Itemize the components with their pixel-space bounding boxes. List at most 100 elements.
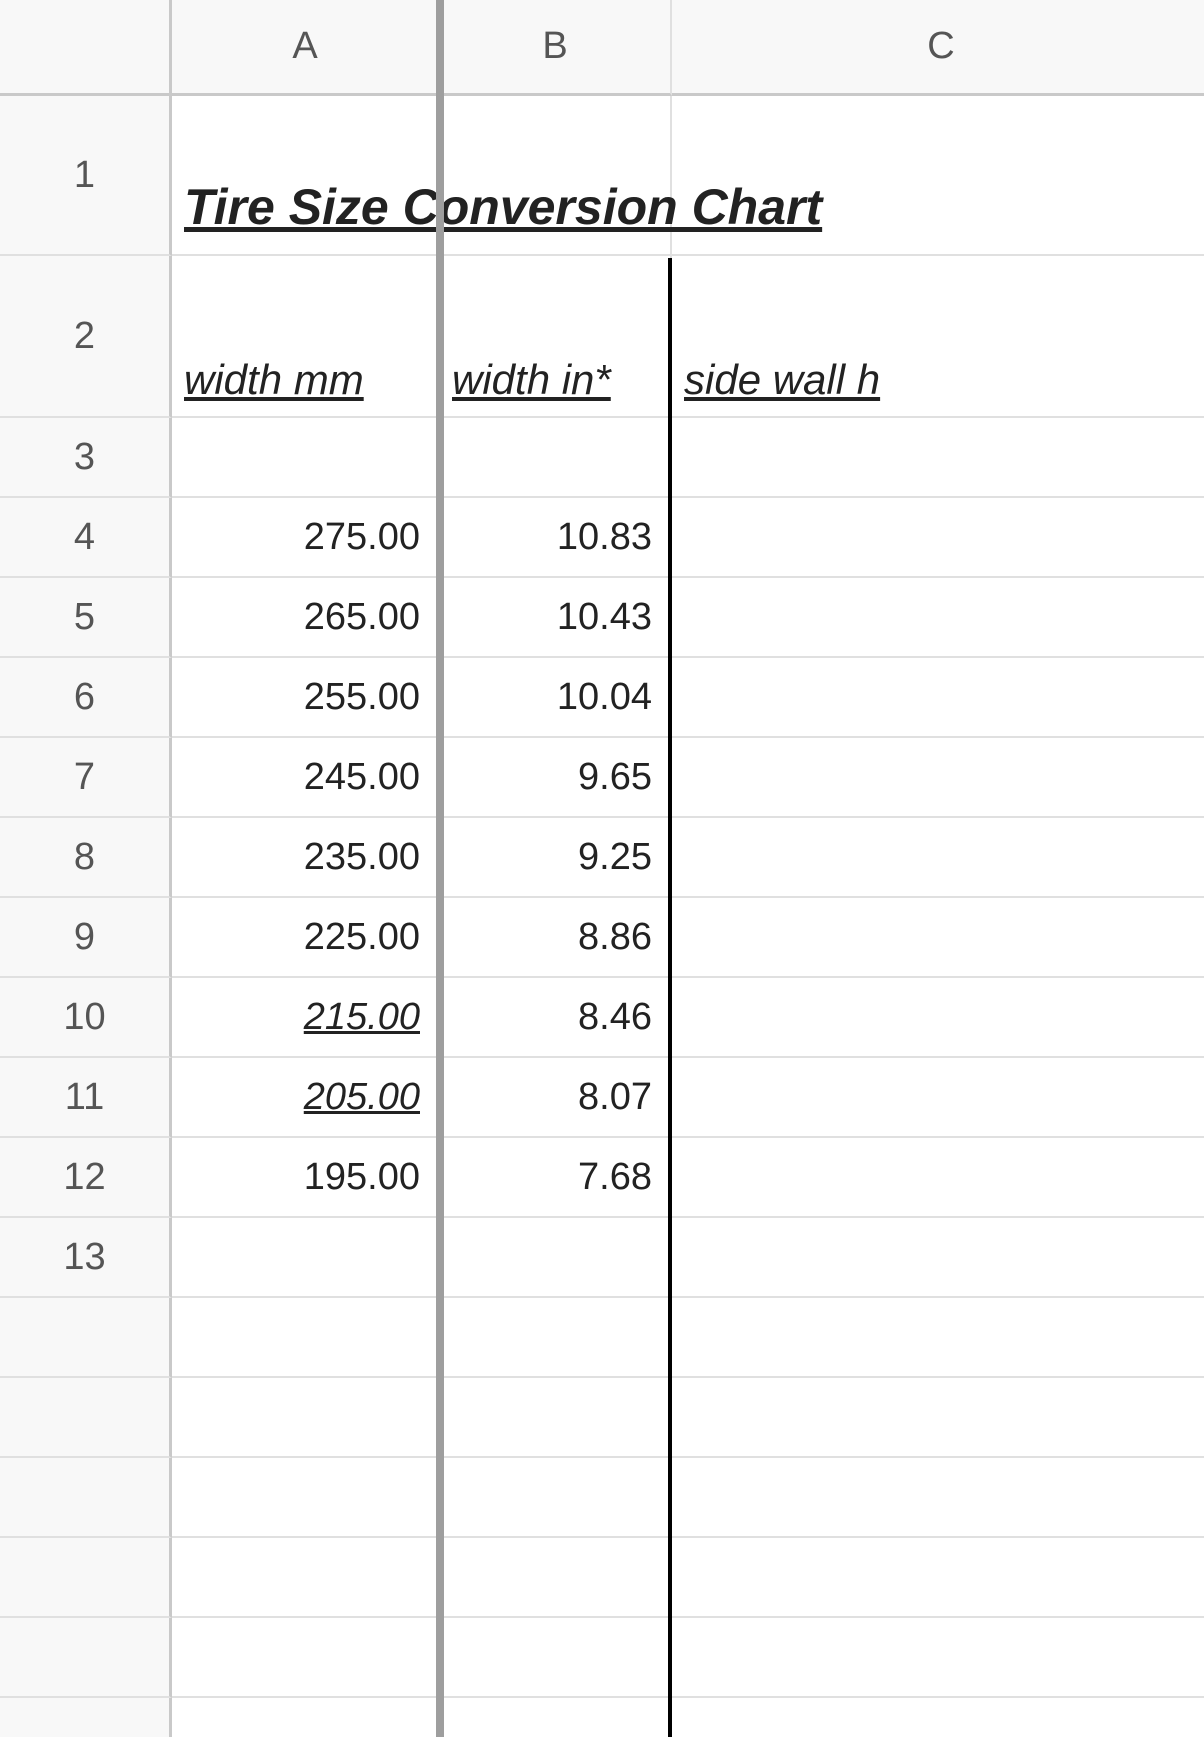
row-header-label: 7	[74, 756, 95, 799]
cell-a11[interactable]: 205.00	[172, 1058, 440, 1138]
cell-b17[interactable]	[440, 1538, 672, 1618]
cell-b15[interactable]	[440, 1378, 672, 1458]
subheader-label: side wall h	[684, 356, 880, 404]
cell-a17[interactable]	[172, 1538, 440, 1618]
row-header-10[interactable]: 10	[0, 978, 172, 1058]
cell-value: 255.00	[304, 676, 420, 719]
subheader-a[interactable]: width mm	[172, 256, 440, 418]
row-header-15[interactable]	[0, 1378, 172, 1458]
row-header-label: 2	[74, 315, 95, 358]
row-header-13[interactable]: 13	[0, 1218, 172, 1298]
cell-a9[interactable]: 225.00	[172, 898, 440, 978]
row-header-11[interactable]: 11	[0, 1058, 172, 1138]
cell-b10[interactable]: 8.46	[440, 978, 672, 1058]
cell-a13[interactable]	[172, 1218, 440, 1298]
cell-a3[interactable]	[172, 418, 440, 498]
row-header-19[interactable]	[0, 1698, 172, 1737]
column-header-b[interactable]: B	[440, 0, 672, 96]
cell-a6[interactable]: 255.00	[172, 658, 440, 738]
subheader-label: width in*	[452, 356, 611, 404]
cell-b16[interactable]	[440, 1458, 672, 1538]
subheader-b[interactable]: width in*	[440, 256, 672, 418]
row-header-6[interactable]: 6	[0, 658, 172, 738]
row-header-label: 8	[74, 836, 95, 879]
row-header-3[interactable]: 3	[0, 418, 172, 498]
cell-c4[interactable]	[672, 498, 1204, 578]
cell-c12[interactable]	[672, 1138, 1204, 1218]
cell-value: 10.83	[557, 516, 652, 559]
cell-b18[interactable]	[440, 1618, 672, 1698]
column-header-label: B	[542, 25, 567, 68]
cell-a15[interactable]	[172, 1378, 440, 1458]
row-header-9[interactable]: 9	[0, 898, 172, 978]
cell-c8[interactable]	[672, 818, 1204, 898]
row-header-label: 4	[74, 516, 95, 559]
row-header-12[interactable]: 12	[0, 1138, 172, 1218]
cell-b11[interactable]: 8.07	[440, 1058, 672, 1138]
cell-c14[interactable]	[672, 1298, 1204, 1378]
cell-value: 275.00	[304, 516, 420, 559]
cell-c19[interactable]	[672, 1698, 1204, 1737]
cell-b4[interactable]: 10.83	[440, 498, 672, 578]
cell-value: 195.00	[304, 1156, 420, 1199]
row-header-17[interactable]	[0, 1538, 172, 1618]
spreadsheet-grid[interactable]: A B C 1Tire Size Conversion Chart 2 width mmw…	[0, 0, 1204, 1737]
cell-b19[interactable]	[440, 1698, 672, 1737]
cell-c15[interactable]	[672, 1378, 1204, 1458]
cell-c10[interactable]	[672, 978, 1204, 1058]
cell-b8[interactable]: 9.25	[440, 818, 672, 898]
cell-c3[interactable]	[672, 418, 1204, 498]
column-header-a[interactable]: A	[172, 0, 440, 96]
cell-a16[interactable]	[172, 1458, 440, 1538]
row-header-5[interactable]: 5	[0, 578, 172, 658]
cell-a7[interactable]: 245.00	[172, 738, 440, 818]
cell-a12[interactable]: 195.00	[172, 1138, 440, 1218]
cell-b5[interactable]: 10.43	[440, 578, 672, 658]
cell-c16[interactable]	[672, 1458, 1204, 1538]
cell-value: 10.04	[557, 676, 652, 719]
cell-a18[interactable]	[172, 1618, 440, 1698]
cell-c9[interactable]	[672, 898, 1204, 978]
cell-b7[interactable]: 9.65	[440, 738, 672, 818]
cell-value: 215.00	[304, 996, 420, 1039]
row-header-18[interactable]	[0, 1618, 172, 1698]
cell-value: 235.00	[304, 836, 420, 879]
cell-c5[interactable]	[672, 578, 1204, 658]
cell-c11[interactable]	[672, 1058, 1204, 1138]
column-header-c[interactable]: C	[672, 0, 1204, 96]
cell-c18[interactable]	[672, 1618, 1204, 1698]
cell-c6[interactable]	[672, 658, 1204, 738]
column-header-label: C	[927, 25, 954, 68]
row-header-7[interactable]: 7	[0, 738, 172, 818]
cell-a5[interactable]: 265.00	[172, 578, 440, 658]
row-header-4[interactable]: 4	[0, 498, 172, 578]
row-header-label: 5	[74, 596, 95, 639]
cell-a19[interactable]	[172, 1698, 440, 1737]
row-header-8[interactable]: 8	[0, 818, 172, 898]
row-header-16[interactable]	[0, 1458, 172, 1538]
title-cell[interactable]: Tire Size Conversion Chart	[172, 96, 440, 256]
cell-c17[interactable]	[672, 1538, 1204, 1618]
cell-b13[interactable]	[440, 1218, 672, 1298]
cell-value: 10.43	[557, 596, 652, 639]
cell-b12[interactable]: 7.68	[440, 1138, 672, 1218]
row-header-label: 9	[74, 916, 95, 959]
cell-a10[interactable]: 215.00	[172, 978, 440, 1058]
cell-b3[interactable]	[440, 418, 672, 498]
select-all-corner[interactable]	[0, 0, 172, 96]
cell-b6[interactable]: 10.04	[440, 658, 672, 738]
cell-a14[interactable]	[172, 1298, 440, 1378]
cell-b9[interactable]: 8.86	[440, 898, 672, 978]
row-header-2[interactable]: 2	[0, 256, 172, 418]
column-header-label: A	[292, 25, 317, 68]
row-header-label: 10	[63, 996, 105, 1039]
cell-b14[interactable]	[440, 1298, 672, 1378]
cell-a8[interactable]: 235.00	[172, 818, 440, 898]
row-header-1[interactable]: 1	[0, 96, 172, 256]
subheader-c[interactable]: side wall h	[672, 256, 1204, 418]
row-header-14[interactable]	[0, 1298, 172, 1378]
cell-c7[interactable]	[672, 738, 1204, 818]
cell-value: 7.68	[578, 1156, 652, 1199]
cell-c13[interactable]	[672, 1218, 1204, 1298]
cell-a4[interactable]: 275.00	[172, 498, 440, 578]
